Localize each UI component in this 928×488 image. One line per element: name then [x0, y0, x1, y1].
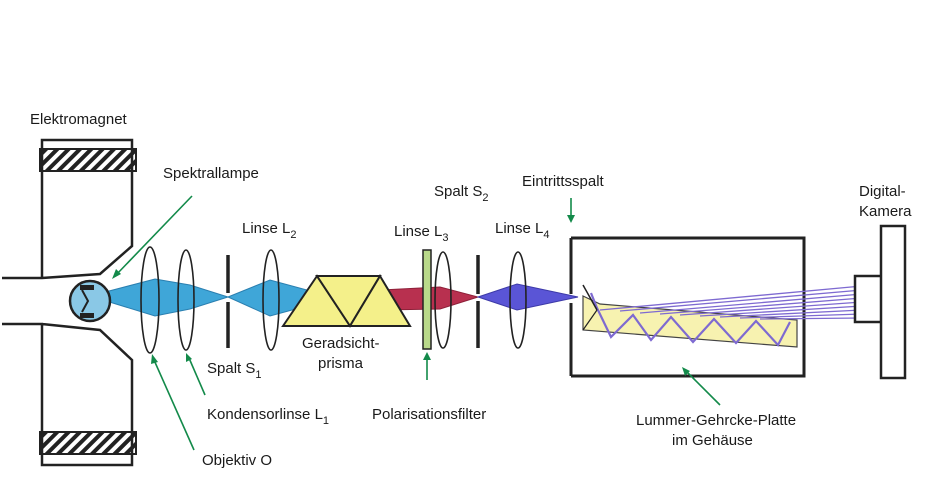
output-rays — [599, 285, 863, 320]
label-kamera: Kamera — [859, 203, 912, 220]
label-linse-l3: Linse L3 — [394, 223, 449, 244]
label-kondensorlinse-l1: Kondensorlinse L1 — [207, 406, 329, 427]
pointer-kondensorlinse — [188, 357, 206, 396]
label-spektrallampe: Spektrallampe — [163, 165, 259, 182]
label-prisma: prisma — [318, 355, 364, 372]
label-spalt-s1: Spalt S1 — [207, 360, 262, 381]
label-lummer-gehrcke: Lummer-Gehrcke-Platte — [636, 412, 796, 429]
label-digital: Digital- — [859, 183, 906, 200]
lamp-clip-bottom — [80, 313, 94, 318]
label-spalt-s2: Spalt S2 — [434, 183, 489, 204]
label-objektiv-o: Objektiv O — [202, 452, 272, 469]
pointer-spektrallampe — [115, 195, 193, 276]
polarisation-filter — [422, 249, 432, 350]
spectral-lamp — [68, 279, 112, 323]
digital-camera — [853, 224, 907, 380]
lamp-electrode — [81, 289, 90, 313]
label-linse-l4: Linse L4 — [495, 220, 550, 241]
lens-l3 — [434, 251, 452, 349]
magnet-coil-top — [39, 148, 137, 172]
label-eintrittsspalt: Eintrittsspalt — [522, 173, 605, 190]
beam-violet — [476, 283, 579, 311]
lamp-clip-top — [80, 285, 94, 290]
label-geradsicht: Geradsicht- — [302, 335, 380, 352]
electromagnet — [2, 138, 137, 467]
pointer-objektiv — [153, 359, 195, 451]
condenser-lens-l1 — [177, 249, 195, 351]
lens-l2 — [262, 249, 280, 351]
label-elektromagnet: Elektromagnet — [30, 111, 128, 128]
label-im-gehaeuse: im Gehäuse — [672, 432, 753, 449]
direct-vision-prism — [281, 274, 412, 328]
camera-body — [879, 224, 907, 380]
objective-lens-o — [140, 246, 160, 354]
plate-housing — [571, 236, 806, 378]
lummer-gehrcke-plate — [582, 284, 798, 348]
magnet-coil-bottom — [39, 431, 137, 455]
label-polarisationsfilter: Polarisationsfilter — [372, 406, 486, 423]
magnet-yoke-bottom — [2, 322, 134, 467]
lens-l4 — [509, 251, 527, 349]
pointer-lummer-gehrcke — [685, 370, 721, 406]
magnet-yoke-top — [2, 138, 134, 280]
camera-lens — [853, 274, 884, 324]
pointer-lines — [112, 195, 721, 451]
label-linse-l2: Linse L2 — [242, 220, 297, 241]
lamp-bulb — [68, 279, 112, 323]
